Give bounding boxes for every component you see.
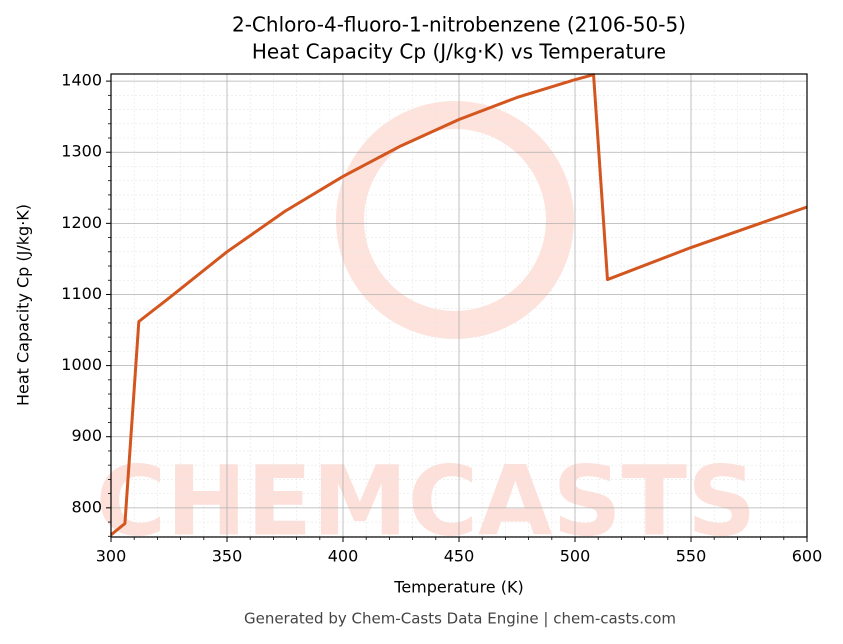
y-tick-label: 1300 <box>61 142 102 161</box>
x-tick-label: 350 <box>212 547 243 566</box>
chart-subtitle: Heat Capacity Cp (J/kg·K) vs Temperature <box>252 40 666 64</box>
y-tick-label: 1100 <box>61 284 102 303</box>
x-tick-label: 500 <box>560 547 591 566</box>
y-axis-label: Heat Capacity Cp (J/kg·K) <box>14 204 33 406</box>
x-axis-label: Temperature (K) <box>393 578 523 597</box>
y-tick-label: 900 <box>71 426 102 445</box>
y-tick-label: 800 <box>71 497 102 516</box>
x-tick-label: 400 <box>328 547 359 566</box>
line-series <box>110 73 808 537</box>
x-tick-label: 550 <box>676 547 707 566</box>
watermark-logo <box>336 101 574 339</box>
x-tick-label: 300 <box>96 547 127 566</box>
y-tick-label: 1000 <box>61 355 102 374</box>
x-tick-label: 600 <box>792 547 823 566</box>
y-tick-label: 1400 <box>61 71 102 90</box>
watermark: CHEMCASTS <box>96 445 756 557</box>
chart-title: 2-Chloro-4-fluoro-1-nitrobenzene (2106-5… <box>232 13 686 37</box>
x-tick-label: 450 <box>444 547 475 566</box>
plot-frame <box>110 73 808 538</box>
footer: Generated by Chem-Casts Data Engine | ch… <box>244 610 676 628</box>
y-tick-label: 1200 <box>61 213 102 232</box>
